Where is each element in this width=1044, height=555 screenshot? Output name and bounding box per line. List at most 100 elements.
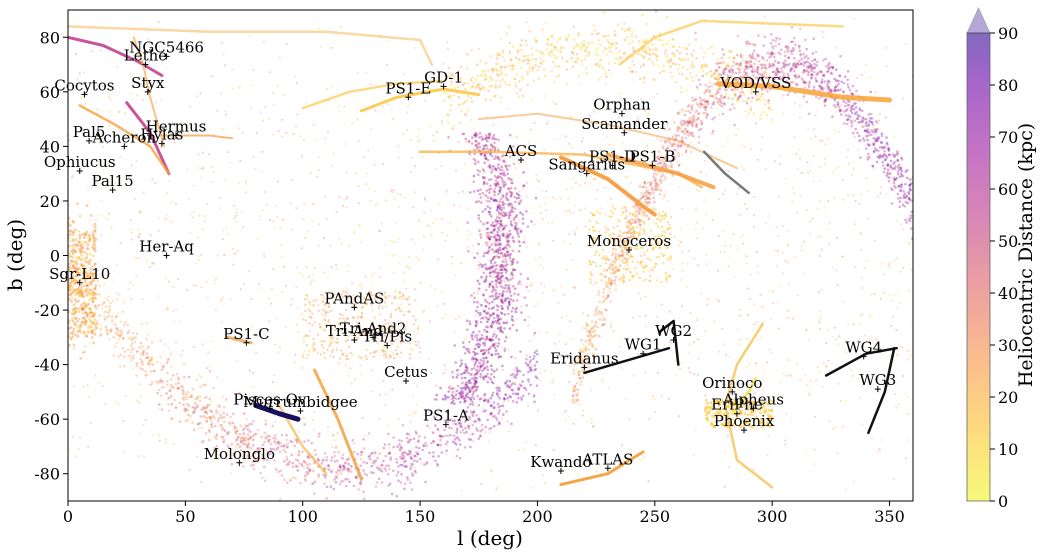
star-point — [495, 392, 499, 395]
star-point — [109, 98, 112, 101]
star-point — [867, 314, 871, 317]
star-point — [421, 448, 425, 452]
star-point — [443, 364, 446, 367]
star-point — [676, 145, 680, 148]
star-point — [96, 279, 99, 282]
star-point — [392, 118, 395, 121]
star-point — [170, 221, 173, 224]
star-point — [492, 123, 495, 126]
star-point — [186, 419, 189, 422]
star-point — [507, 430, 511, 433]
star-point — [490, 404, 493, 408]
star-point — [711, 132, 714, 135]
star-point — [766, 453, 769, 456]
star-point — [543, 94, 546, 97]
star-point — [624, 108, 627, 111]
star-point — [221, 321, 224, 324]
star-point — [530, 284, 534, 287]
star-point — [136, 399, 139, 402]
star-point — [144, 374, 148, 377]
star-point — [75, 256, 78, 259]
star-point — [94, 271, 97, 274]
star-point — [551, 222, 554, 225]
star-point — [105, 297, 108, 301]
star-point — [281, 291, 284, 294]
star-point — [850, 111, 854, 115]
star-point — [318, 27, 321, 30]
star-point — [704, 330, 707, 333]
star-point — [711, 129, 715, 133]
star-point — [362, 460, 365, 464]
star-point — [858, 114, 861, 118]
star-point — [590, 211, 593, 214]
star-point — [877, 136, 880, 139]
star-point — [187, 375, 191, 379]
star-point — [295, 125, 298, 128]
star-point — [414, 466, 417, 469]
star-point — [798, 148, 801, 151]
star-point — [900, 174, 903, 178]
star-point — [833, 326, 837, 329]
star-point — [815, 80, 819, 83]
star-point — [515, 318, 518, 321]
star-point — [572, 211, 575, 214]
star-point — [900, 346, 903, 349]
star-point — [379, 266, 382, 269]
star-point — [749, 273, 753, 277]
star-point — [509, 187, 512, 190]
star-point — [770, 118, 774, 121]
star-point — [581, 409, 584, 412]
star-point — [407, 433, 410, 436]
star-point — [387, 432, 390, 436]
star-point — [881, 155, 885, 159]
star-point — [309, 282, 312, 286]
star-point — [474, 429, 477, 432]
star-point — [528, 339, 531, 343]
star-point — [798, 116, 802, 119]
star-point — [502, 213, 505, 216]
star-point — [861, 423, 864, 426]
star-point — [533, 223, 536, 226]
star-point — [637, 117, 640, 120]
star-point — [132, 336, 135, 340]
star-point — [460, 425, 464, 429]
star-point — [101, 137, 104, 140]
star-point — [417, 446, 421, 450]
star-point — [525, 358, 528, 361]
star-point — [179, 354, 182, 357]
star-point — [842, 91, 846, 94]
star-point — [573, 384, 577, 388]
star-point — [577, 373, 580, 376]
star-point — [223, 429, 227, 432]
star-point — [314, 453, 318, 456]
star-point — [103, 315, 106, 318]
star-point — [525, 195, 528, 198]
star-point — [588, 338, 591, 341]
star-point — [535, 349, 538, 353]
star-point — [691, 99, 695, 102]
star-point — [434, 459, 437, 463]
star-point — [83, 317, 87, 321]
star-point — [76, 243, 79, 246]
star-point — [482, 407, 485, 410]
star-point — [643, 211, 647, 214]
star-point — [593, 110, 596, 113]
star-point — [282, 265, 285, 268]
star-point — [243, 426, 247, 430]
star-point — [285, 438, 289, 442]
star-point — [90, 311, 93, 315]
star-point — [646, 112, 649, 115]
star-point — [504, 335, 507, 338]
star-point — [137, 346, 141, 349]
star-point — [409, 266, 412, 269]
star-point — [527, 290, 530, 293]
star-point — [254, 460, 257, 463]
star-point — [311, 272, 314, 275]
star-point — [894, 177, 898, 181]
star-point — [843, 349, 846, 352]
star-point — [322, 271, 326, 274]
star-point — [283, 396, 286, 399]
star-point — [654, 188, 657, 191]
star-point — [388, 467, 391, 471]
star-point — [216, 376, 219, 379]
